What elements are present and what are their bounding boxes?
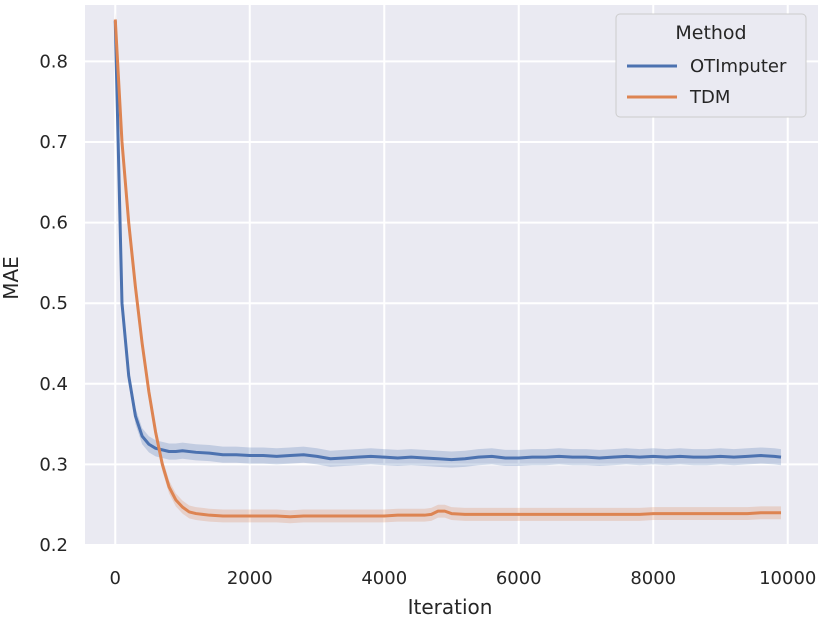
x-tick-label: 0: [110, 568, 121, 589]
legend-box: [615, 13, 807, 118]
y-tick-label: 0.7: [39, 132, 68, 153]
grid-lines: [85, 5, 818, 546]
x-tick-label: 10000: [759, 568, 816, 589]
y-tick-label: 0.5: [39, 293, 68, 314]
x-tick-label: 4000: [361, 568, 407, 589]
legend-label-otimputer: OTImputer: [690, 56, 787, 77]
x-tick-labels: 0 2000 4000 6000 8000 10000: [110, 568, 817, 589]
legend: Method OTImputer TDM: [615, 13, 807, 118]
y-tick-label: 0.3: [39, 454, 68, 475]
y-tick-labels: 0.2 0.3 0.4 0.5 0.6 0.7 0.8: [39, 51, 68, 556]
y-tick-label: 0.8: [39, 51, 68, 72]
x-tick-label: 6000: [496, 568, 542, 589]
x-tick-label: 2000: [227, 568, 273, 589]
legend-label-tdm: TDM: [689, 87, 730, 108]
x-tick-label: 8000: [630, 568, 676, 589]
y-tick-label: 0.2: [39, 535, 68, 556]
y-axis-label: MAE: [0, 256, 23, 300]
y-tick-label: 0.4: [39, 374, 68, 395]
line-tdm: [113, 19, 782, 519]
line-otimputer: [113, 21, 782, 462]
legend-title: Method: [675, 22, 746, 44]
series-lines: [113, 19, 782, 519]
y-tick-label: 0.6: [39, 213, 68, 234]
x-axis-label: Iteration: [408, 595, 493, 617]
